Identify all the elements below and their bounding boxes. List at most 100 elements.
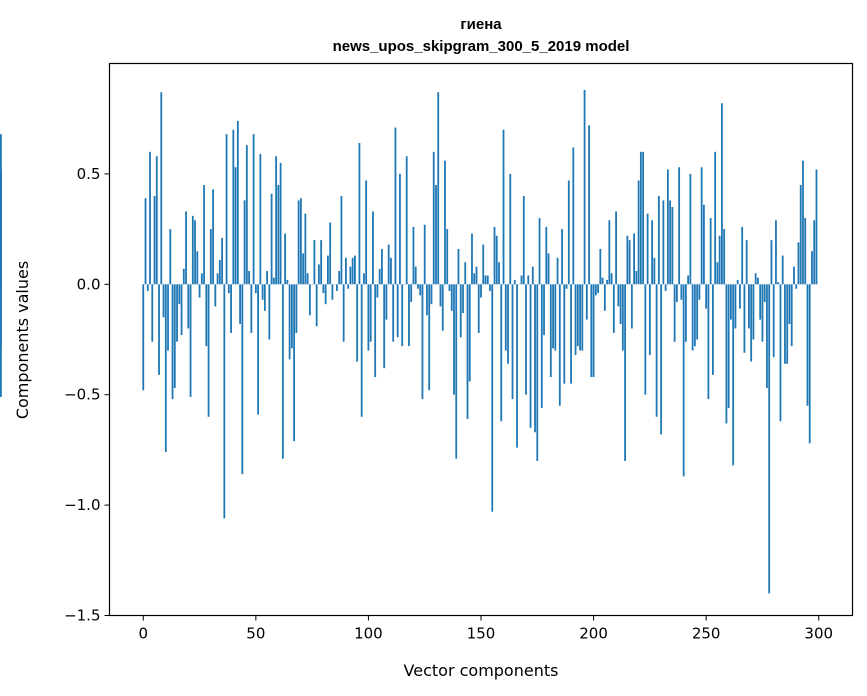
bar xyxy=(459,284,462,338)
bar xyxy=(538,218,541,285)
bar xyxy=(144,198,147,285)
bar xyxy=(745,240,748,285)
bar xyxy=(446,229,449,285)
bar xyxy=(678,167,681,285)
bar xyxy=(689,173,692,285)
x-axis-label: Vector components xyxy=(404,661,559,680)
bar xyxy=(196,251,199,285)
bar xyxy=(606,279,608,285)
bar xyxy=(691,284,694,351)
bar xyxy=(218,260,221,285)
bar xyxy=(570,284,572,384)
bar xyxy=(414,266,417,285)
bar xyxy=(786,284,789,364)
bar xyxy=(317,264,320,285)
bar xyxy=(709,218,712,285)
bar xyxy=(522,195,525,285)
bar xyxy=(227,284,230,294)
bar xyxy=(471,233,473,285)
bar xyxy=(356,284,359,362)
bar xyxy=(739,284,741,309)
bar xyxy=(284,233,287,285)
bar xyxy=(567,180,570,285)
bar xyxy=(432,151,435,285)
bar xyxy=(455,284,458,459)
bar xyxy=(239,284,241,325)
bar xyxy=(666,169,669,285)
bar xyxy=(378,268,381,285)
bar xyxy=(182,268,185,285)
bar xyxy=(793,266,795,285)
bar xyxy=(633,233,635,285)
bar xyxy=(761,284,764,342)
bar xyxy=(369,284,372,342)
bar xyxy=(327,255,329,285)
bar xyxy=(581,284,584,351)
bar xyxy=(673,284,676,342)
bar xyxy=(453,284,455,395)
bar xyxy=(381,248,383,285)
bar xyxy=(795,284,798,289)
bar xyxy=(534,284,536,433)
bar xyxy=(576,284,579,347)
bar xyxy=(529,284,532,428)
bar xyxy=(167,284,169,351)
bar xyxy=(254,284,257,294)
bar xyxy=(169,229,172,285)
bar xyxy=(511,284,514,400)
bar xyxy=(234,167,237,285)
bar xyxy=(588,125,590,285)
bar xyxy=(266,271,269,285)
bar xyxy=(698,284,701,300)
bar xyxy=(721,103,723,285)
y-tick-label: −1.5 xyxy=(64,607,100,625)
bar xyxy=(250,284,253,333)
bar xyxy=(221,237,223,285)
bar xyxy=(489,284,491,291)
bar xyxy=(338,271,341,285)
bars-group xyxy=(0,90,818,594)
bar xyxy=(662,200,665,285)
bar xyxy=(558,284,561,406)
bar xyxy=(768,284,771,594)
bar xyxy=(493,226,496,285)
bar xyxy=(448,284,451,291)
bar xyxy=(732,284,735,466)
bar xyxy=(788,284,791,325)
bar xyxy=(509,173,512,285)
bar xyxy=(757,277,759,285)
bar xyxy=(806,284,809,406)
bar xyxy=(482,244,485,285)
bar xyxy=(426,284,428,316)
bar xyxy=(811,251,813,285)
x-tick-label: 100 xyxy=(354,625,383,643)
bar xyxy=(705,284,708,309)
bar xyxy=(417,284,419,289)
bar xyxy=(194,220,196,285)
bar xyxy=(468,284,471,382)
bar xyxy=(435,184,437,285)
bar xyxy=(543,284,545,336)
bar xyxy=(191,215,194,285)
bar xyxy=(158,284,160,375)
bar xyxy=(360,284,363,417)
x-tick-label: 0 xyxy=(138,625,148,643)
bar xyxy=(619,284,622,325)
bar xyxy=(270,193,273,285)
bar xyxy=(365,180,368,285)
bar xyxy=(336,284,338,291)
bar xyxy=(342,284,345,342)
bar xyxy=(372,211,374,285)
bar xyxy=(421,284,424,400)
bar xyxy=(212,189,214,285)
bar xyxy=(272,277,275,285)
bar xyxy=(399,173,401,285)
bar xyxy=(495,235,498,285)
bar xyxy=(245,145,248,285)
bar xyxy=(286,279,289,285)
bar xyxy=(261,284,264,300)
bar xyxy=(693,284,696,347)
bar xyxy=(779,284,782,422)
bar xyxy=(723,229,726,285)
bar xyxy=(396,284,399,338)
